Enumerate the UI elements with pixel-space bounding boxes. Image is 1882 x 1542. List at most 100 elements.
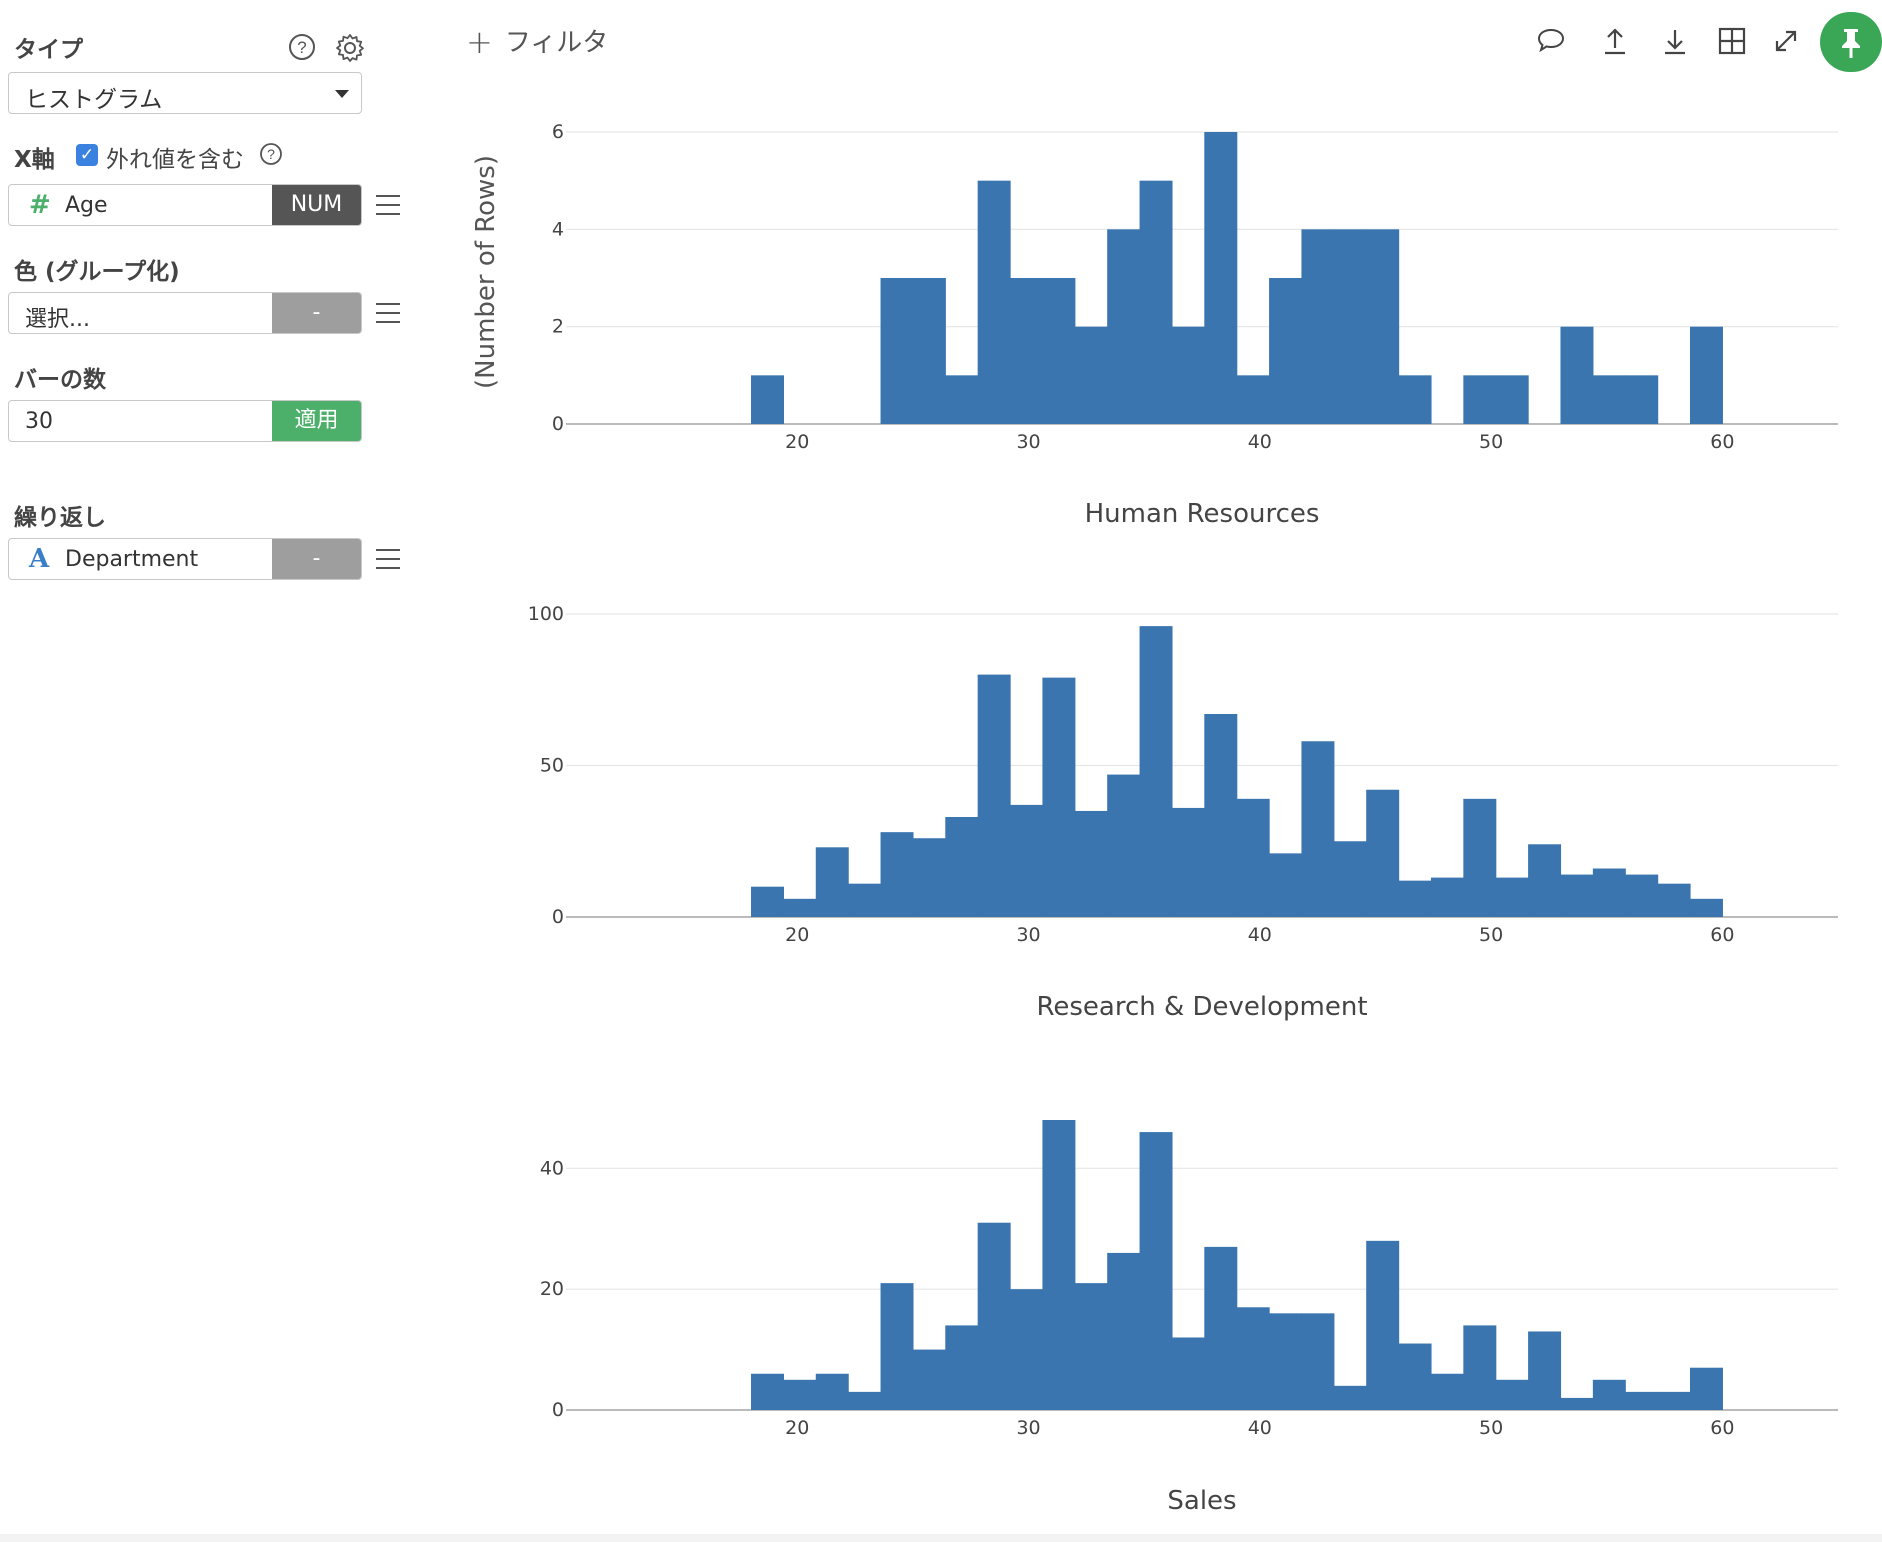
histogram-bar[interactable] bbox=[1528, 1331, 1562, 1410]
histogram-bar[interactable] bbox=[1301, 741, 1335, 917]
color-menu-icon[interactable] bbox=[376, 303, 400, 330]
histogram-bar[interactable] bbox=[1107, 1252, 1141, 1410]
outlier-checkbox[interactable]: ✓ bbox=[76, 144, 98, 166]
bins-input[interactable]: 30 適用 bbox=[8, 400, 362, 442]
histogram-bar[interactable] bbox=[912, 1349, 946, 1410]
histogram-bar[interactable] bbox=[1269, 278, 1303, 424]
histogram-bar[interactable] bbox=[1592, 375, 1626, 424]
histogram-bar[interactable] bbox=[1689, 1367, 1723, 1410]
histogram-bar[interactable] bbox=[1528, 844, 1562, 917]
histogram-bar[interactable] bbox=[751, 1373, 784, 1410]
histogram-bar[interactable] bbox=[1625, 874, 1659, 917]
histogram-bar[interactable] bbox=[1139, 626, 1173, 917]
histogram-bar[interactable] bbox=[1689, 326, 1723, 424]
repeat-field[interactable]: A Department - bbox=[8, 538, 362, 580]
histogram-bar[interactable] bbox=[1398, 375, 1432, 424]
histogram-bar[interactable] bbox=[1366, 1240, 1400, 1410]
histogram-bar[interactable] bbox=[1333, 841, 1367, 917]
histogram-bar[interactable] bbox=[977, 674, 1011, 917]
histogram-bar[interactable] bbox=[751, 886, 784, 917]
histogram-bar[interactable] bbox=[1560, 874, 1594, 917]
download-icon[interactable] bbox=[1660, 26, 1690, 60]
histogram-bar[interactable] bbox=[1236, 1307, 1270, 1410]
histogram-bar[interactable] bbox=[945, 375, 979, 424]
histogram-bar[interactable] bbox=[1495, 877, 1529, 917]
histogram-bar[interactable] bbox=[783, 898, 817, 917]
histogram-bar[interactable] bbox=[1689, 898, 1723, 917]
histogram-bar[interactable] bbox=[1625, 1391, 1659, 1410]
xaxis-field[interactable]: # Age NUM bbox=[8, 184, 362, 226]
histogram-bar[interactable] bbox=[1657, 883, 1691, 917]
histogram-bar[interactable] bbox=[880, 1283, 914, 1410]
table-icon[interactable] bbox=[1717, 26, 1747, 60]
histogram-bar[interactable] bbox=[848, 1391, 882, 1410]
histogram-bar[interactable] bbox=[783, 1379, 817, 1410]
histogram-bar[interactable] bbox=[1074, 1283, 1108, 1410]
histogram-bar[interactable] bbox=[1042, 677, 1076, 917]
histogram-bar[interactable] bbox=[1010, 278, 1044, 424]
histogram-bar[interactable] bbox=[848, 883, 882, 917]
repeat-menu-icon[interactable] bbox=[376, 549, 400, 576]
histogram-bar[interactable] bbox=[1398, 1343, 1432, 1410]
histogram-bar[interactable] bbox=[1171, 1337, 1205, 1411]
histogram-bar[interactable] bbox=[1074, 810, 1108, 917]
histogram-bar[interactable] bbox=[1333, 1385, 1367, 1410]
histogram-bar[interactable] bbox=[1171, 807, 1205, 917]
histogram-bar[interactable] bbox=[1333, 229, 1367, 424]
histogram-bar[interactable] bbox=[1560, 326, 1594, 424]
histogram-bar[interactable] bbox=[1495, 1379, 1529, 1410]
pin-button[interactable] bbox=[1820, 12, 1882, 72]
histogram-bar[interactable] bbox=[912, 278, 946, 424]
histogram-bar[interactable] bbox=[1074, 326, 1108, 424]
histogram-bar[interactable] bbox=[1657, 1391, 1691, 1410]
histogram-bar[interactable] bbox=[1171, 326, 1205, 424]
expand-icon[interactable] bbox=[1771, 26, 1801, 60]
histogram-bar[interactable] bbox=[880, 832, 914, 917]
histogram-bar[interactable] bbox=[1269, 853, 1303, 917]
histogram-bar[interactable] bbox=[1139, 1132, 1173, 1410]
histogram-bar[interactable] bbox=[1430, 1373, 1464, 1410]
histogram-bar[interactable] bbox=[977, 180, 1011, 424]
histogram-bar[interactable] bbox=[1398, 880, 1432, 917]
histogram-bar[interactable] bbox=[1592, 1379, 1626, 1410]
histogram-bar[interactable] bbox=[1366, 789, 1400, 917]
gear-icon[interactable] bbox=[335, 33, 365, 67]
histogram-bar[interactable] bbox=[1366, 229, 1400, 424]
histogram-bar[interactable] bbox=[1107, 774, 1141, 917]
histogram-bar[interactable] bbox=[1301, 1313, 1335, 1410]
histogram-bar[interactable] bbox=[1463, 375, 1497, 424]
histogram-bar[interactable] bbox=[912, 838, 946, 917]
help-icon[interactable]: ? bbox=[288, 33, 316, 65]
histogram-bar[interactable] bbox=[815, 1373, 849, 1410]
apply-button[interactable]: 適用 bbox=[272, 401, 361, 441]
histogram-bar[interactable] bbox=[1204, 132, 1238, 424]
histogram-bar[interactable] bbox=[880, 278, 914, 424]
histogram-bar[interactable] bbox=[1430, 877, 1464, 917]
xaxis-menu-icon[interactable] bbox=[376, 195, 400, 222]
histogram-bar[interactable] bbox=[1010, 1289, 1044, 1410]
histogram-bar[interactable] bbox=[1042, 278, 1076, 424]
color-field[interactable]: 選択... - bbox=[8, 292, 362, 334]
histogram-bar[interactable] bbox=[1269, 1313, 1303, 1410]
add-filter-button[interactable]: + フィルタ bbox=[466, 22, 608, 61]
histogram-bar[interactable] bbox=[1592, 868, 1626, 917]
histogram-bar[interactable] bbox=[1236, 798, 1270, 917]
histogram-bar[interactable] bbox=[1107, 229, 1141, 424]
histogram-bar[interactable] bbox=[815, 847, 849, 917]
histogram-bar[interactable] bbox=[1625, 375, 1659, 424]
histogram-bar[interactable] bbox=[1495, 375, 1529, 424]
histogram-bar[interactable] bbox=[1010, 804, 1044, 917]
histogram-bar[interactable] bbox=[1560, 1397, 1594, 1410]
histogram-bar[interactable] bbox=[1301, 229, 1335, 424]
outlier-help-icon[interactable]: ? bbox=[259, 142, 283, 170]
histogram-bar[interactable] bbox=[1204, 1246, 1238, 1410]
comment-icon[interactable] bbox=[1536, 26, 1566, 58]
histogram-bar[interactable] bbox=[1042, 1120, 1076, 1410]
histogram-bar[interactable] bbox=[945, 1325, 979, 1410]
histogram-bar[interactable] bbox=[1463, 798, 1497, 917]
histogram-bar[interactable] bbox=[945, 817, 979, 917]
histogram-bar[interactable] bbox=[1139, 180, 1173, 424]
histogram-bar[interactable] bbox=[1463, 1325, 1497, 1410]
histogram-bar[interactable] bbox=[751, 375, 784, 424]
chart-type-select[interactable]: ヒストグラム bbox=[8, 72, 362, 114]
